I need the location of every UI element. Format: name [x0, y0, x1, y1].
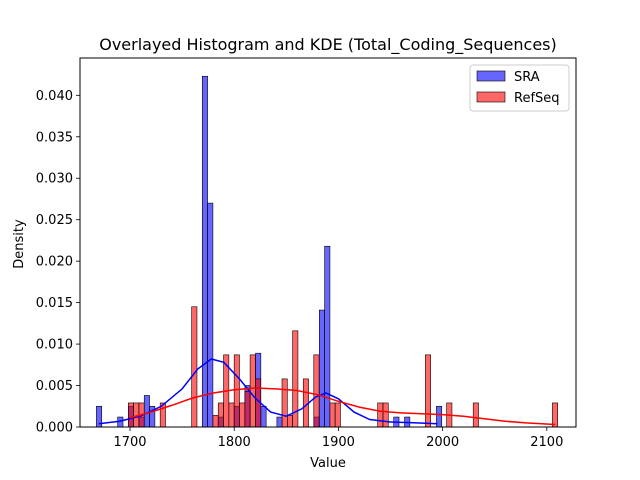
- refseq-bar-21: [377, 402, 384, 428]
- refseq-bar-4: [191, 306, 198, 428]
- axes-frame: [79, 57, 577, 428]
- sra-bar-6: [201, 75, 208, 428]
- y-tick-label-0: 0.000: [36, 421, 73, 436]
- sra-bar-4: [143, 395, 150, 428]
- refseq-bar-14: [281, 378, 288, 428]
- x-axis-label: Value: [310, 456, 346, 471]
- y-tick-label-4: 0.020: [36, 255, 73, 270]
- sra-bar-16: [324, 245, 331, 428]
- refseq-bar-0: [127, 402, 134, 428]
- sra-bar-15: [318, 309, 325, 428]
- refseq-bar-6: [217, 402, 224, 428]
- refseq-bar-26: [552, 402, 559, 428]
- y-tick-label-1: 0.005: [36, 379, 73, 394]
- x-tick-label-4: 2100: [530, 435, 563, 450]
- y-axis-label: Density: [12, 219, 27, 269]
- plot-area: 1700 1800 1900 2000 2100 0.000 0.005 0.010 0.015…: [36, 57, 577, 450]
- legend: SRA RefSeq: [469, 64, 570, 112]
- x-tick-label-0: 1700: [113, 435, 146, 450]
- y-tick-label-7: 0.035: [36, 130, 73, 145]
- refseq-bar-10: [239, 402, 246, 428]
- refseq-kde-line: [129, 387, 556, 426]
- refseq-bar-8: [228, 402, 235, 428]
- sra-bar-13: [276, 416, 283, 428]
- refseq-bar-11: [244, 391, 251, 428]
- x-tick-label-3: 2000: [426, 435, 459, 450]
- x-tick-label-1: 1800: [218, 435, 251, 450]
- refseq-bar-12: [249, 354, 256, 428]
- refseq-bar-25: [472, 402, 479, 428]
- chart-title: Overlayed Histogram and KDE (Total_Codin…: [99, 35, 557, 55]
- refseq-bar-15: [287, 415, 293, 428]
- x-tick-label-2: 1900: [322, 435, 355, 450]
- refseq-bar-22: [382, 402, 389, 428]
- refseq-bar-18: [313, 354, 320, 428]
- sra-kde-line: [98, 358, 438, 425]
- y-tick-label-3: 0.015: [36, 296, 73, 311]
- y-tick-label-2: 0.010: [36, 338, 73, 353]
- legend-label-refseq: RefSeq: [514, 91, 560, 106]
- refseq-bar-19: [329, 402, 336, 428]
- y-tick-label-8: 0.040: [36, 89, 73, 104]
- legend-swatch-sra: [476, 70, 506, 82]
- sra-bar-12: [260, 405, 267, 428]
- y-tick-label-6: 0.030: [36, 172, 73, 187]
- refseq-bar-20: [334, 402, 341, 428]
- refseq-bar-23: [425, 354, 431, 428]
- refseq-bar-5: [212, 415, 219, 428]
- legend-swatch-refseq: [476, 91, 506, 103]
- y-tick-label-5: 0.025: [36, 213, 73, 228]
- legend-label-sra: SRA: [514, 70, 540, 85]
- refseq-bar-9: [233, 354, 240, 428]
